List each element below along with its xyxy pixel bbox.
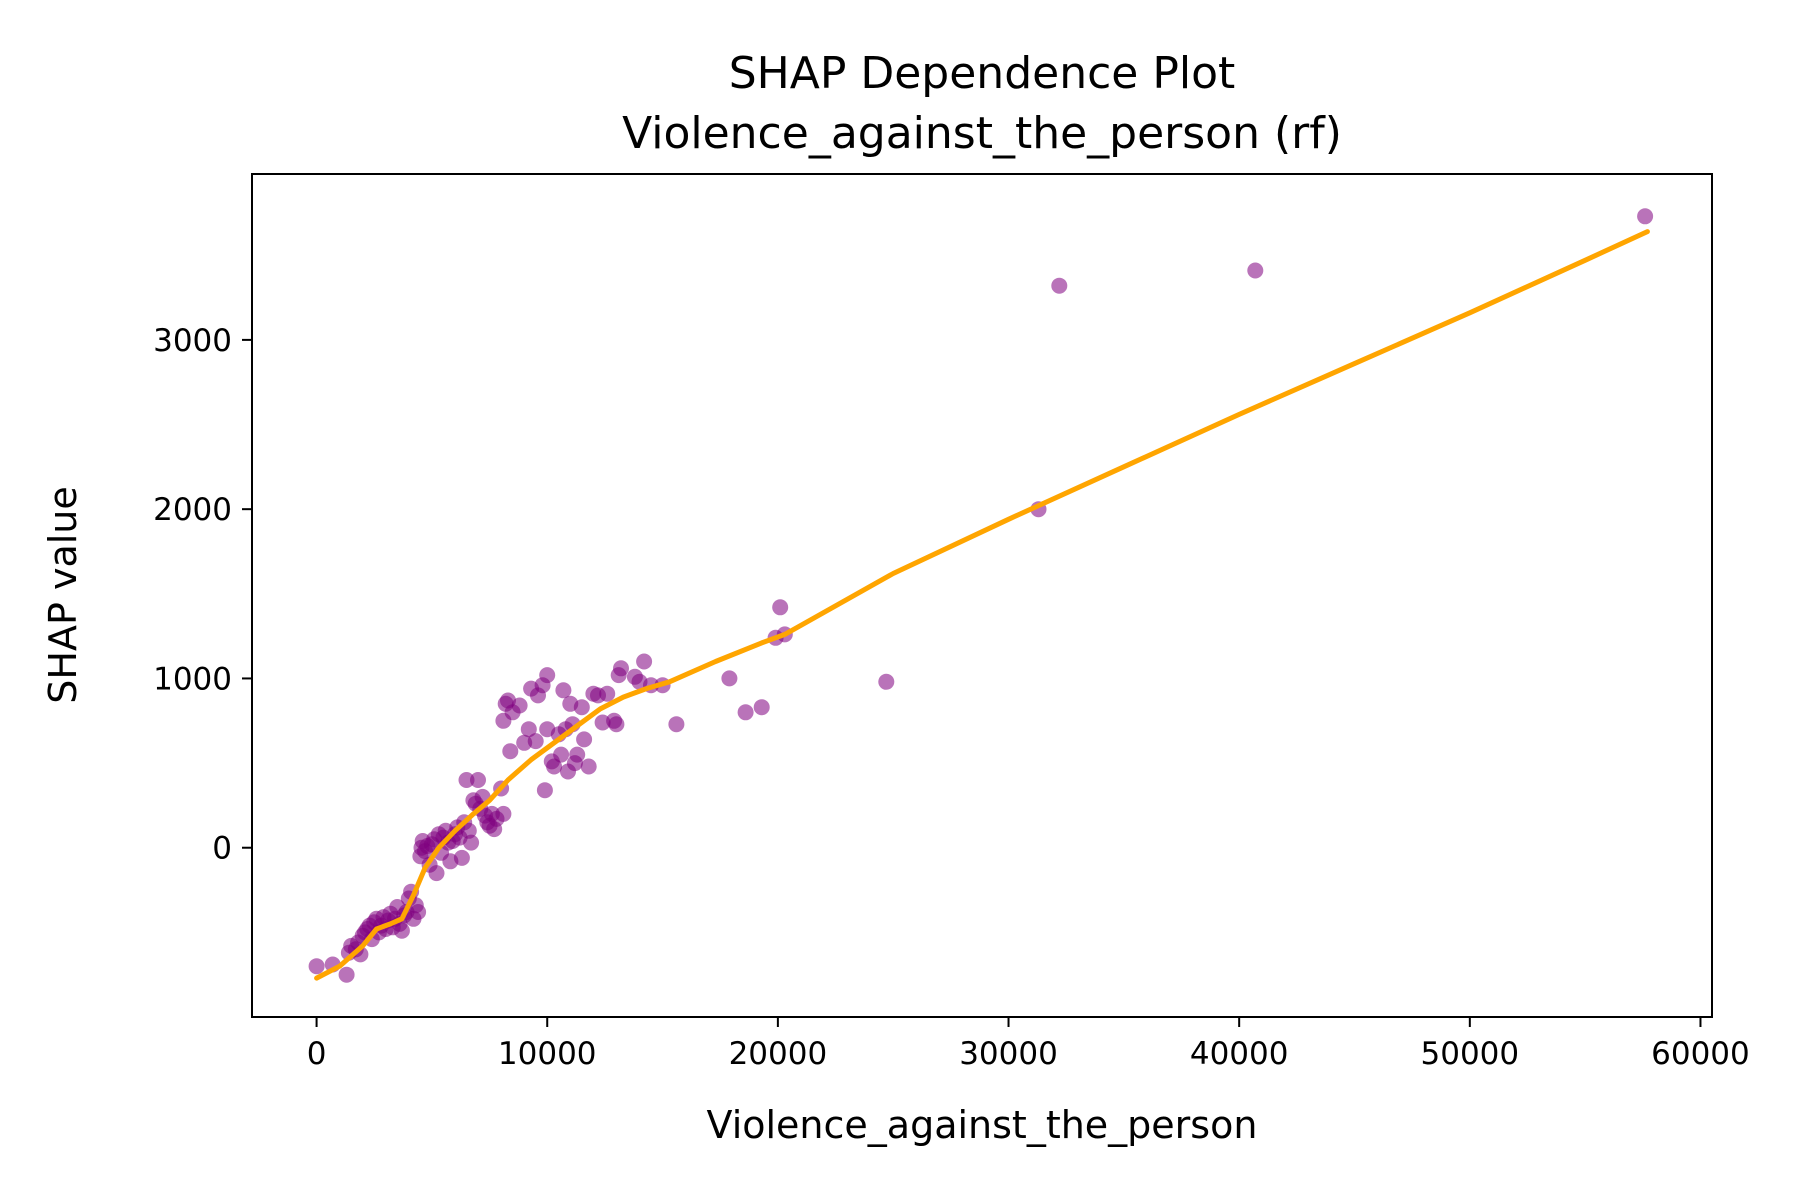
scatter-point	[555, 682, 572, 699]
y-tick-label: 1000	[153, 661, 232, 697]
scatter-point	[463, 834, 480, 851]
scatter-point	[737, 704, 754, 721]
scatter-point	[753, 699, 770, 716]
scatter-point	[308, 958, 325, 975]
scatter-point	[546, 758, 563, 775]
x-tick-label: 20000	[729, 1036, 828, 1072]
scatter-point	[580, 758, 597, 775]
scatter-point	[502, 743, 519, 760]
scatter-point	[576, 731, 593, 748]
scatter-point	[393, 922, 410, 939]
scatter-point	[410, 904, 427, 920]
plot-area: 0 10000 20000 30000 40000 50000 60000 0 1000 2000…	[153, 173, 1750, 1072]
scatter-point	[613, 660, 629, 677]
scatter-point	[668, 716, 685, 733]
scatter-point	[495, 805, 512, 822]
axes-frame	[251, 173, 1713, 1018]
scatter-point	[608, 716, 625, 733]
x-tick-label: 30000	[959, 1036, 1058, 1072]
scatter-point	[520, 721, 537, 738]
scatter-point	[636, 653, 653, 670]
scatter-point	[428, 865, 445, 882]
x-tick-label: 60000	[1651, 1036, 1750, 1072]
x-tick-label: 0	[307, 1036, 327, 1072]
chart-subtitle: Violence_against_the_person (rf)	[622, 108, 1342, 159]
trend-line	[314, 229, 1650, 981]
x-tick-label: 10000	[498, 1036, 597, 1072]
scatter-point	[573, 699, 590, 716]
y-tick-label: 3000	[153, 323, 232, 359]
scatter-point	[536, 782, 553, 799]
y-axis-label: SHAP value	[41, 486, 85, 703]
scatter-point	[1247, 262, 1264, 279]
scatter-point	[878, 673, 895, 690]
scatter-point	[569, 746, 586, 763]
scatter-point	[527, 733, 544, 750]
scatter-point	[599, 685, 616, 702]
y-tick-label: 0	[212, 831, 232, 867]
scatter-point	[511, 697, 528, 714]
x-tick-label: 40000	[1190, 1036, 1289, 1072]
scatter-point	[772, 599, 789, 616]
scatter-point	[553, 746, 570, 763]
chart-title: SHAP Dependence Plot	[729, 48, 1236, 99]
y-tick-label: 2000	[153, 492, 232, 528]
scatter-point	[721, 670, 738, 687]
scatter-point	[458, 772, 475, 788]
scatter-point	[453, 849, 470, 866]
scatter-point	[539, 667, 556, 684]
scatter-point	[470, 772, 486, 788]
x-axis-label: Violence_against_the_person	[707, 1103, 1258, 1147]
scatter-point	[338, 966, 355, 983]
scatter-point	[1051, 277, 1068, 294]
scatter-point	[1637, 208, 1654, 225]
x-tick-label: 50000	[1421, 1036, 1520, 1072]
